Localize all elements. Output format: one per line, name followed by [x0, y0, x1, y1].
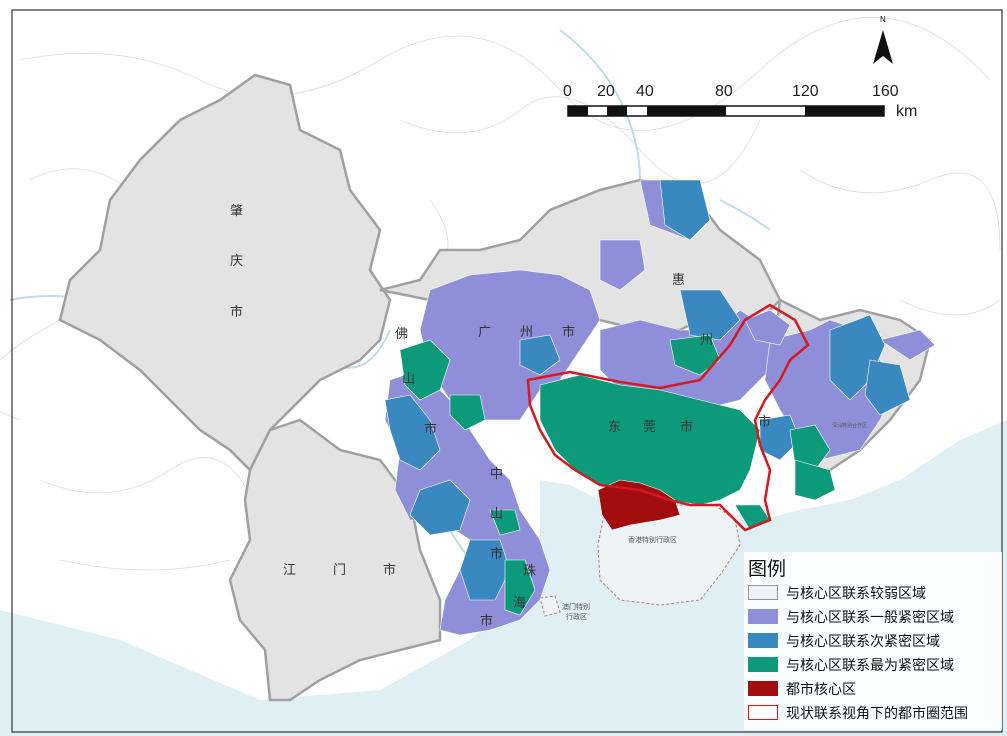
hongkong-region — [597, 504, 741, 606]
guangzhou-label-2: 州 — [520, 325, 533, 340]
legend-swatch-weak — [748, 585, 778, 600]
legend-swatch-core — [748, 681, 778, 696]
zhaoqing-label-2: 庆 — [230, 254, 243, 269]
huizhou-label-2: 州 — [700, 333, 713, 348]
legend-label-general: 与核心区联系一般紧密区域 — [786, 610, 954, 626]
zhaoqing-region — [58, 73, 392, 473]
second-connection-zones — [384, 179, 911, 601]
scale-tick-40: 40 — [636, 83, 654, 100]
scale-segment-1 — [568, 106, 588, 116]
legend-item-core: 都市核心区 — [748, 679, 1002, 699]
scale-tick-120: 120 — [792, 83, 819, 100]
scale-tick-160: 160 — [872, 83, 899, 100]
place-labels: 肇 庆 市 佛 山 市 广 州 市 惠 州 市 东 莞 市 中 山 市 江 门 … — [230, 204, 867, 629]
north-arrow: N — [873, 15, 893, 64]
hongkong-label: 香港特别行政区 — [628, 535, 677, 544]
guangzhou-label-3: 市 — [562, 324, 575, 340]
legend-label-weak: 与核心区联系较弱区域 — [786, 586, 926, 602]
foshan-label-1: 佛 — [395, 327, 408, 342]
scale-unit: km — [896, 103, 917, 120]
scale-segment-4 — [805, 106, 884, 116]
scale-segment-2 — [607, 106, 627, 116]
dongguan-label-1: 东 — [608, 420, 621, 435]
legend-label-closest: 与核心区联系最为紧密区域 — [786, 658, 954, 674]
zhuhai-label-3: 市 — [480, 613, 493, 629]
legend-title: 图例 — [748, 558, 787, 580]
legend-swatch-circle — [748, 705, 778, 720]
legend-label-second: 与核心区联系次紧密区域 — [786, 634, 940, 650]
shenshan-label: 深汕特别合作区 — [832, 422, 867, 429]
pearl-river-estuary — [540, 480, 610, 610]
legend-label-core: 都市核心区 — [786, 682, 856, 698]
zhaoqing-label-1: 肇 — [230, 204, 243, 219]
dongguan-label-2: 莞 — [643, 420, 656, 435]
zhongshan-label-2: 山 — [490, 507, 503, 522]
macau-region — [539, 595, 561, 617]
huizhou-label-1: 惠 — [672, 273, 685, 288]
legend-label-circle: 现状联系视角下的都市圈范围 — [786, 706, 968, 722]
legend-swatch-second — [748, 633, 778, 648]
dongguan-label-3: 市 — [680, 419, 693, 435]
zhongshan-label-1: 中 — [490, 467, 503, 482]
macau-label-2: 行政区 — [566, 612, 587, 621]
legend-item-closest: 与核心区联系最为紧密区域 — [748, 655, 1002, 675]
north-arrow-icon — [873, 30, 893, 64]
legend: 图例 与核心区联系较弱区域 与核心区联系一般紧密区域 与核心区联系次紧密区域 与… — [744, 552, 1002, 730]
macau-label-1: 澳门特别 — [562, 602, 590, 611]
foshan-label-2: 山 — [402, 372, 415, 387]
scale-bar: 0 20 40 80 120 160 km — [563, 83, 917, 120]
zhaoqing-label-3: 市 — [230, 304, 243, 320]
scale-tick-20: 20 — [597, 83, 615, 100]
legend-swatch-closest — [748, 657, 778, 672]
jiangmen-region — [228, 418, 442, 702]
legend-swatch-general — [748, 609, 778, 624]
metropolitan-core — [597, 479, 681, 531]
map-frame — [11, 9, 1003, 733]
foshan-label-3: 市 — [424, 421, 437, 437]
jiangmen-label-2: 门 — [333, 563, 346, 578]
scale-tick-80: 80 — [715, 83, 733, 100]
zhuhai-label-2: 海 — [513, 596, 526, 611]
metropolitan-circle-outline — [526, 303, 810, 532]
huizhou-label-3: 市 — [758, 414, 771, 430]
north-arrow-label: N — [880, 15, 886, 24]
guangzhou-label-1: 广 — [478, 325, 491, 340]
scale-tick-0: 0 — [563, 83, 572, 100]
legend-item-weak: 与核心区联系较弱区域 — [748, 583, 1002, 603]
legend-item-circle: 现状联系视角下的都市圈范围 — [748, 703, 1002, 723]
jiangmen-label-1: 江 — [283, 563, 296, 578]
scale-segment-3 — [647, 106, 726, 116]
zhuhai-label-1: 珠 — [523, 564, 536, 579]
jiangmen-label-3: 市 — [383, 562, 396, 578]
zhongshan-label-3: 市 — [490, 546, 503, 562]
legend-item-second: 与核心区联系次紧密区域 — [748, 631, 1002, 651]
legend-item-general: 与核心区联系一般紧密区域 — [748, 607, 1002, 627]
